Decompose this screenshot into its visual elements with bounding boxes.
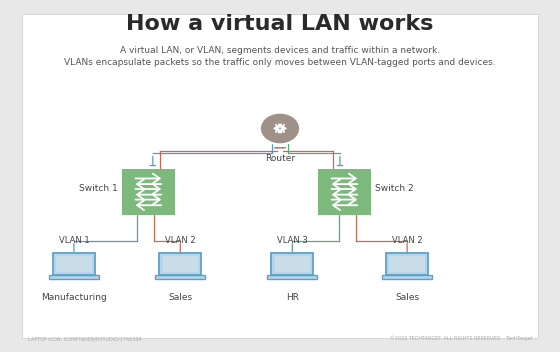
FancyBboxPatch shape	[155, 275, 205, 279]
FancyBboxPatch shape	[268, 275, 317, 279]
Text: VLAN 2: VLAN 2	[392, 235, 422, 245]
Text: VLAN 1: VLAN 1	[59, 235, 89, 245]
Text: Switch 2: Switch 2	[375, 184, 414, 193]
FancyBboxPatch shape	[122, 169, 175, 215]
FancyBboxPatch shape	[274, 256, 310, 272]
FancyBboxPatch shape	[382, 275, 432, 279]
Text: ©2022 TECHTARGET. ALL RIGHTS RESERVED.   TechTarget: ©2022 TECHTARGET. ALL RIGHTS RESERVED. T…	[390, 336, 532, 341]
FancyBboxPatch shape	[272, 253, 314, 275]
FancyBboxPatch shape	[386, 253, 428, 275]
Text: HR: HR	[286, 293, 299, 302]
Text: VLAN 3: VLAN 3	[277, 235, 307, 245]
FancyBboxPatch shape	[22, 14, 538, 338]
Text: LAPTOP ICON: ICONFINDER/RSTUDIO/1766384: LAPTOP ICON: ICONFINDER/RSTUDIO/1766384	[28, 337, 142, 341]
Text: Switch 1: Switch 1	[78, 184, 118, 193]
FancyBboxPatch shape	[49, 275, 99, 279]
FancyBboxPatch shape	[53, 253, 95, 275]
FancyBboxPatch shape	[390, 256, 424, 272]
Text: A virtual LAN, or VLAN, segments devices and traffic within a network.: A virtual LAN, or VLAN, segments devices…	[120, 46, 440, 55]
FancyBboxPatch shape	[162, 256, 198, 272]
Text: How a virtual LAN works: How a virtual LAN works	[127, 14, 433, 34]
Text: Sales: Sales	[395, 293, 419, 302]
FancyBboxPatch shape	[56, 256, 92, 272]
Text: VLANs encapsulate packets so the traffic only moves between VLAN-tagged ports an: VLANs encapsulate packets so the traffic…	[64, 58, 496, 67]
Text: Manufacturing: Manufacturing	[41, 293, 107, 302]
Text: VLAN 2: VLAN 2	[165, 235, 195, 245]
FancyBboxPatch shape	[318, 169, 371, 215]
Text: Router: Router	[265, 154, 295, 163]
FancyBboxPatch shape	[159, 253, 202, 275]
Ellipse shape	[260, 113, 300, 144]
Text: Sales: Sales	[168, 293, 193, 302]
